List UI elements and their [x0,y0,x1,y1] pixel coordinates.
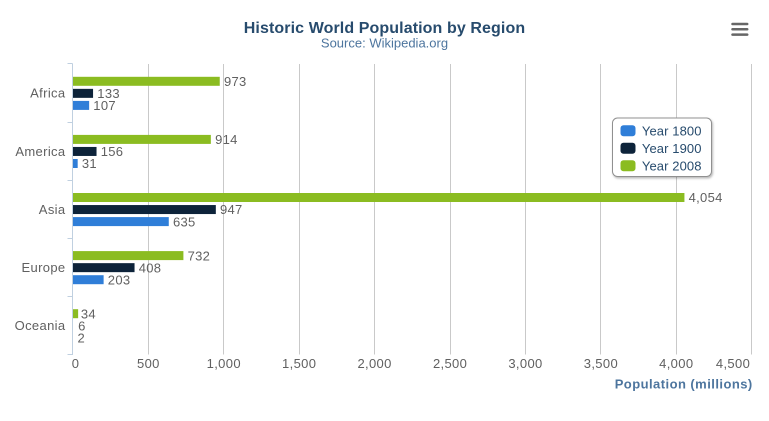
svg-text:4,000: 4,000 [659,356,693,371]
svg-text:203: 203 [108,272,131,287]
svg-text:Year 2008: Year 2008 [642,159,702,174]
svg-text:133: 133 [97,86,120,101]
svg-text:2,000: 2,000 [357,356,391,371]
svg-text:6: 6 [78,318,86,333]
svg-text:500: 500 [137,356,160,371]
svg-text:Source: Wikipedia.org: Source: Wikipedia.org [321,36,448,51]
svg-text:2: 2 [78,331,86,346]
svg-text:2,500: 2,500 [433,356,467,371]
svg-text:3,500: 3,500 [584,356,618,371]
svg-text:Africa: Africa [30,86,66,101]
svg-text:Population (millions): Population (millions) [615,377,753,392]
svg-text:973: 973 [224,74,247,89]
svg-text:4,500: 4,500 [716,356,750,371]
svg-text:156: 156 [101,144,124,159]
svg-text:408: 408 [139,260,162,275]
svg-text:Oceania: Oceania [15,318,66,333]
svg-text:Asia: Asia [39,202,66,217]
svg-text:1,000: 1,000 [207,356,241,371]
svg-text:914: 914 [215,132,238,147]
svg-text:732: 732 [188,248,211,263]
svg-text:1,500: 1,500 [282,356,316,371]
svg-text:Year 1900: Year 1900 [642,141,702,156]
svg-text:Year 1800: Year 1800 [642,124,702,139]
svg-text:Historic World Population by R: Historic World Population by Region [244,20,525,37]
svg-text:3,000: 3,000 [508,356,542,371]
svg-text:31: 31 [82,156,97,171]
svg-text:Europe: Europe [21,260,65,275]
svg-text:America: America [15,144,66,159]
svg-text:34: 34 [81,306,96,321]
svg-text:947: 947 [220,202,243,217]
svg-text:4,054: 4,054 [689,190,723,205]
svg-text:107: 107 [93,98,116,113]
svg-text:0: 0 [72,356,80,371]
svg-text:635: 635 [173,214,196,229]
